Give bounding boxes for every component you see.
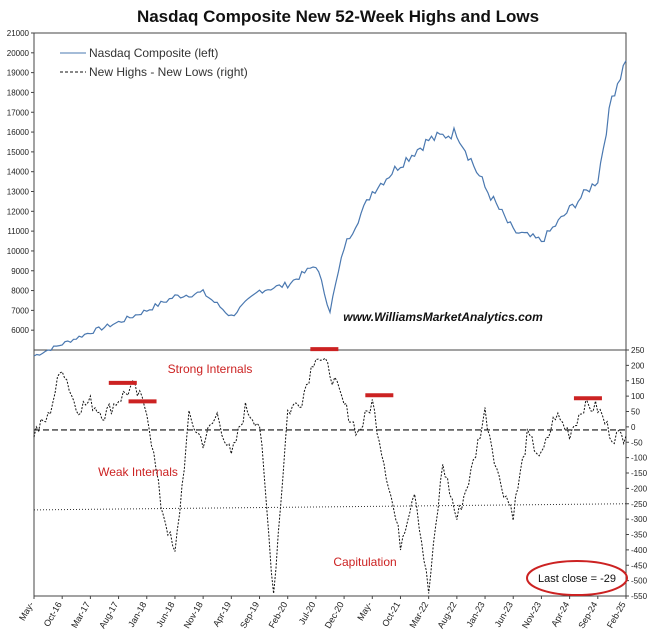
legend-label-nasdaq: Nasdaq Composite (left): [89, 46, 218, 60]
bottom-y-tick-label: 250: [631, 346, 645, 355]
top-y-tick-label: 16000: [7, 128, 30, 137]
bottom-y-tick-label: -200: [631, 484, 648, 493]
top-y-tick-label: 10000: [7, 247, 30, 256]
bottom-y-tick-label: 0: [631, 423, 636, 432]
bottom-y-tick-label: 100: [631, 392, 645, 401]
bottom-y-tick-label: -550: [631, 592, 648, 601]
top-y-tick-label: 9000: [11, 267, 29, 276]
top-y-tick-label: 18000: [7, 88, 30, 97]
legend-label-highs-lows: New Highs - New Lows (right): [89, 65, 248, 79]
top-y-tick-label: 11000: [7, 227, 29, 236]
bottom-y-tick-label: -100: [631, 454, 648, 463]
legend: Nasdaq Composite (left) New Highs - New …: [60, 46, 248, 79]
bottom-y-tick-label: -400: [631, 546, 648, 555]
top-y-tick-label: 13000: [7, 188, 30, 197]
plot-frame: [33, 32, 627, 597]
bottom-y-tick-label: 200: [631, 361, 645, 370]
last-close-label: Last close = -29: [538, 573, 616, 585]
bottom-y-tick-label: -50: [631, 438, 643, 447]
top-y-tick-label: 7000: [11, 306, 29, 315]
website-annotation: www.WilliamsMarketAnalytics.com: [343, 310, 543, 324]
top-y-tick-label: 14000: [7, 168, 30, 177]
top-y-tick-label: 20000: [7, 49, 30, 58]
top-y-axis: 6000 7000 8000 9000 10000 11000 12000 13000 1400…: [7, 29, 34, 335]
bottom-y-tick-label: -450: [631, 561, 648, 570]
last-close-ellipse: [526, 560, 628, 596]
top-y-tick-label: 21000: [7, 29, 30, 38]
top-y-tick-label: 17000: [7, 108, 30, 117]
bottom-y-tick-label: -150: [631, 469, 648, 478]
top-y-tick-label: 8000: [11, 287, 29, 296]
bottom-y-axis: -550-500-450-400-350-300-250-200-150-100…: [626, 346, 648, 601]
top-y-tick-label: 12000: [7, 207, 30, 216]
capitulation-label: Capitulation: [333, 555, 396, 569]
top-y-tick-label: 6000: [11, 326, 29, 335]
bottom-y-tick-label: -300: [631, 515, 648, 524]
bottom-y-tick-label: -250: [631, 500, 648, 509]
chart-title: Nasdaq Composite New 52-Week Highs and L…: [137, 7, 539, 26]
bottom-y-tick-label: -350: [631, 531, 648, 540]
strong-internals-label: Strong Internals: [168, 362, 253, 376]
weak-internals-label: Weak Internals: [98, 465, 178, 479]
top-y-tick-label: 19000: [7, 69, 30, 78]
top-y-tick-label: 15000: [7, 148, 30, 157]
nasdaq-composite-line: [33, 60, 627, 357]
bottom-y-tick-label: 150: [631, 377, 645, 386]
bottom-y-tick-label: -500: [631, 577, 648, 586]
highlight-bars: [108, 347, 602, 404]
bottom-y-tick-label: 50: [631, 408, 640, 417]
